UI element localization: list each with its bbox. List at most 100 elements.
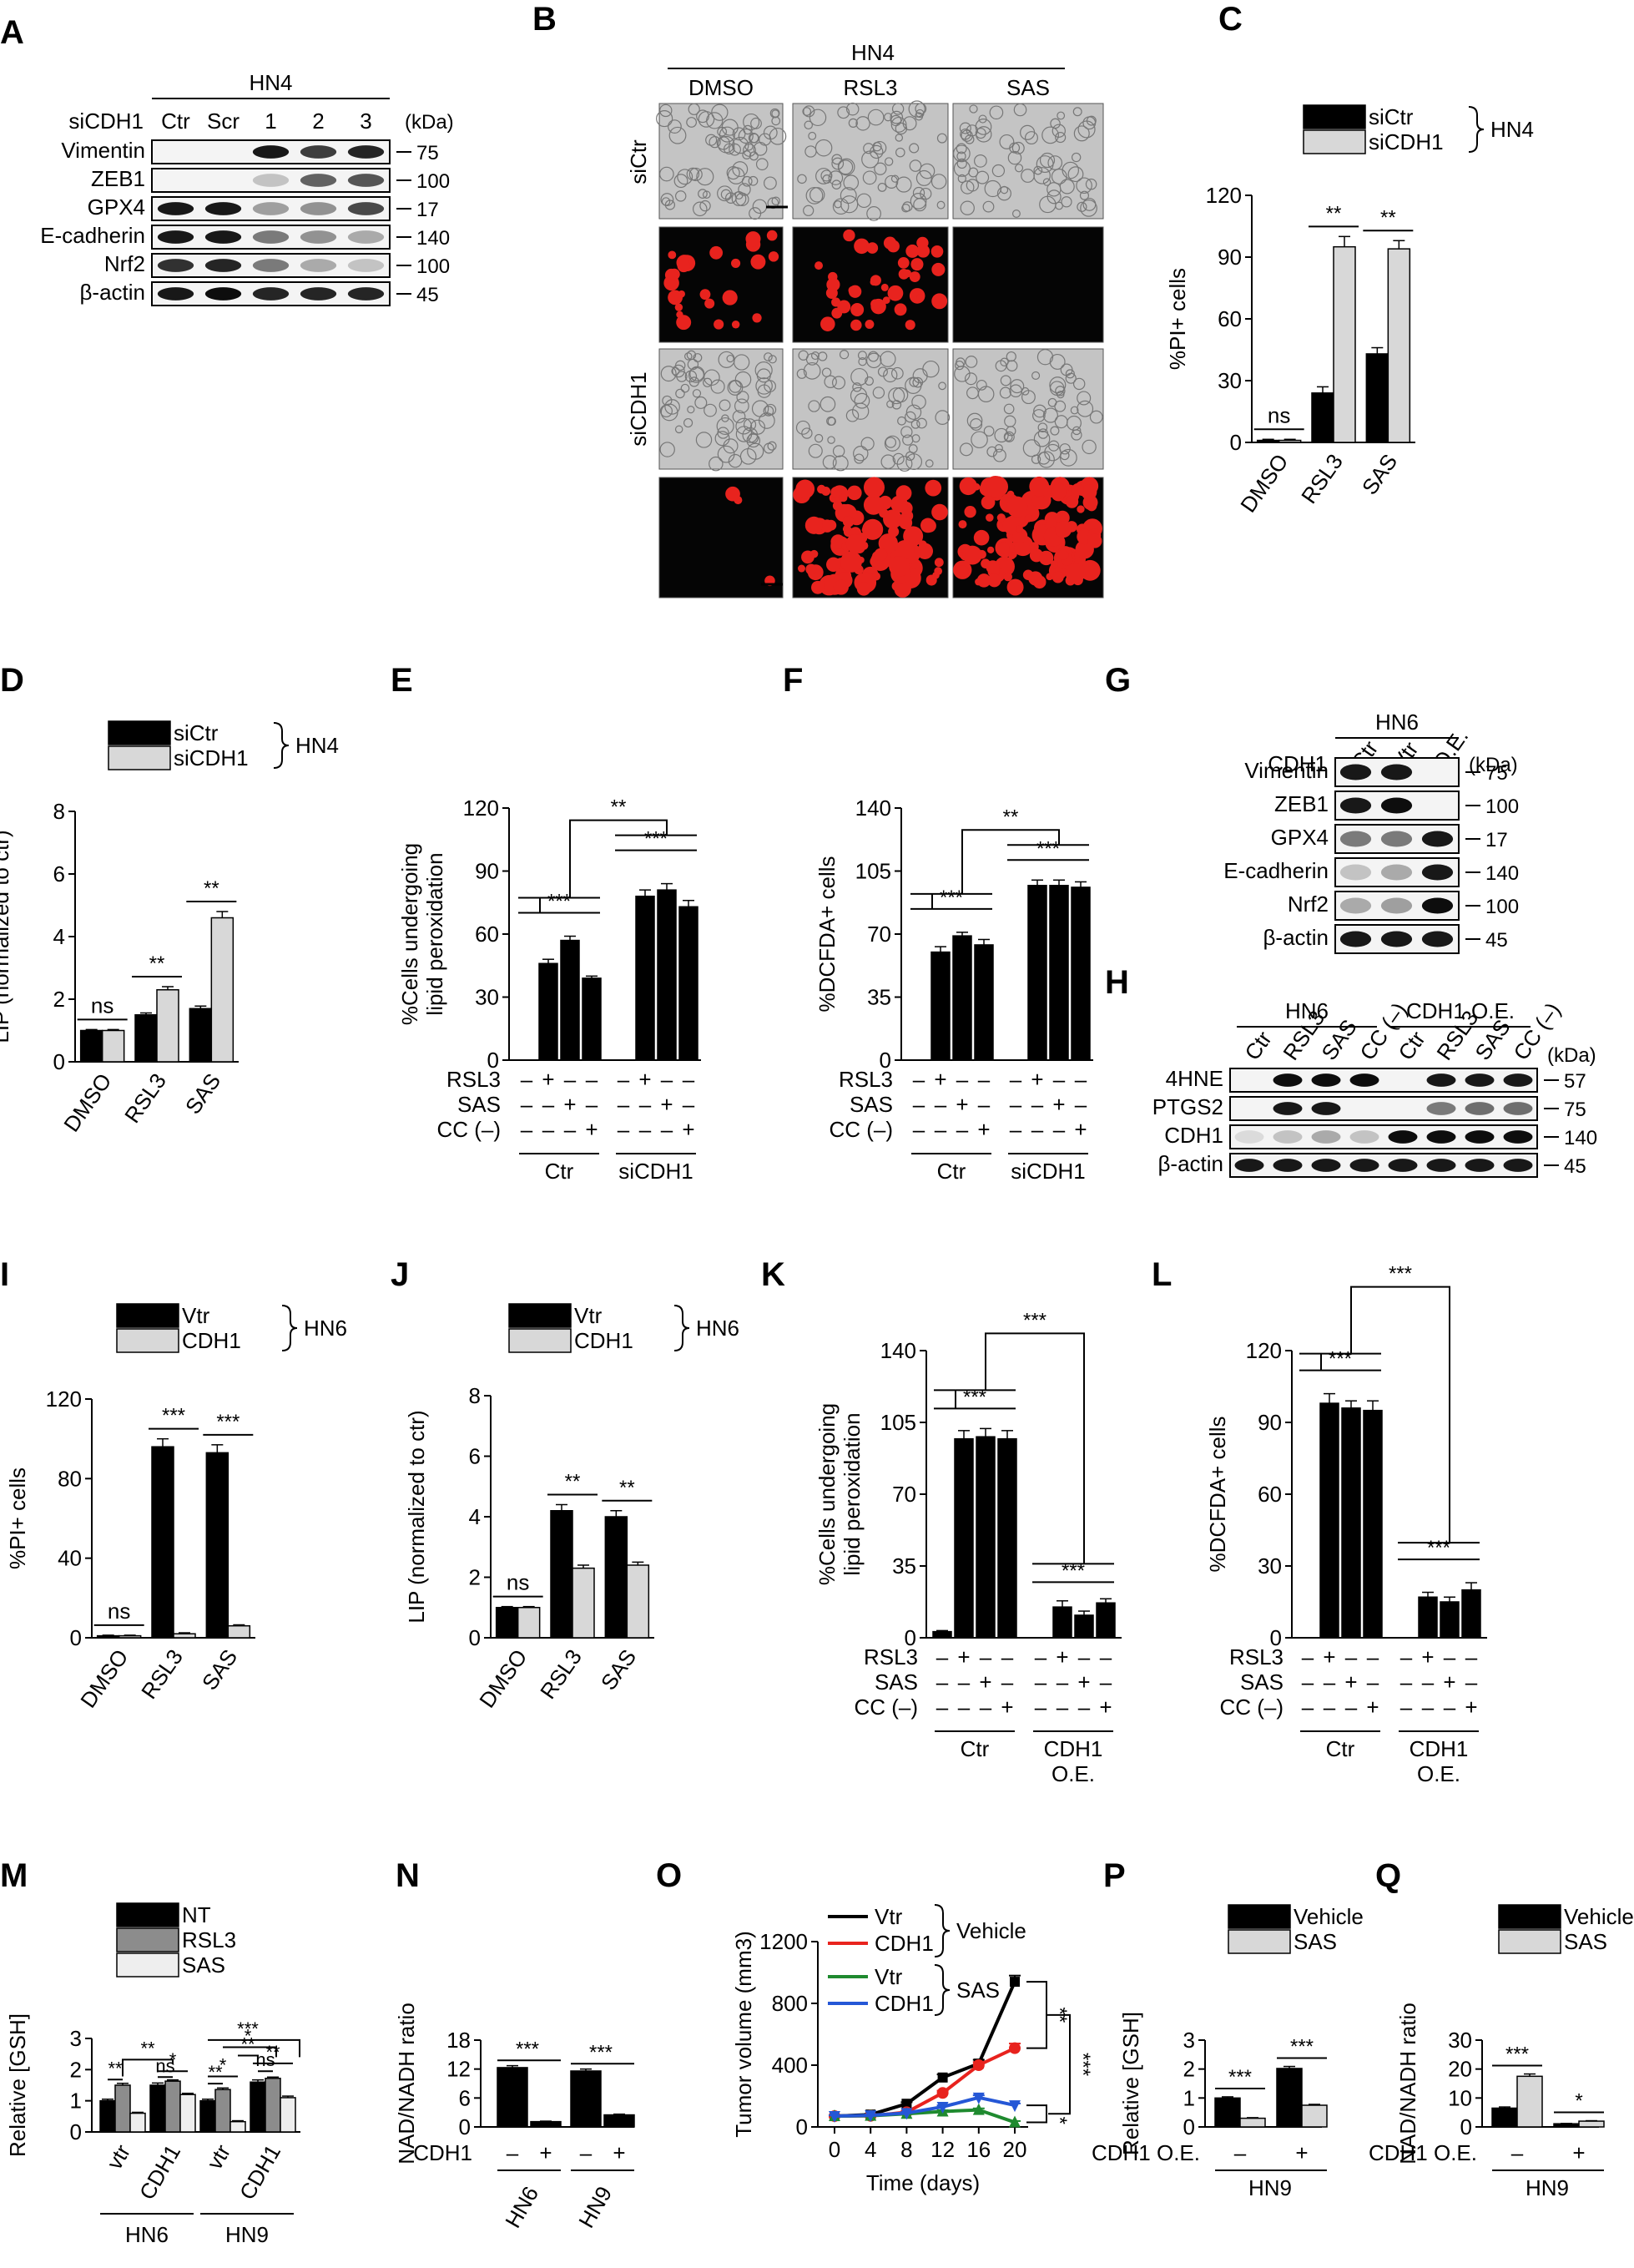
chart-l-condition-mark: + — [1465, 1695, 1477, 1720]
micro-b-cell-outline — [735, 417, 753, 435]
chart-e-condition-mark: – — [542, 1092, 555, 1117]
micro-b-cell-outline — [831, 154, 843, 165]
micro-b-cell-outline — [727, 167, 745, 184]
micro-b-cell-outline — [989, 105, 1004, 120]
chart-c-y-axis-label: %PI+ cells — [1165, 268, 1190, 370]
micro-b-pi-stained-cell — [899, 516, 913, 530]
micro-b-cell-outline — [1059, 179, 1075, 194]
chart-l-condition-mark: – — [1302, 1669, 1314, 1695]
micro-b-cell-outline — [900, 426, 913, 438]
micro-b-cell-outline — [935, 410, 951, 426]
chart-f-y-tick-label: 70 — [867, 922, 891, 947]
chart-l-y-tick-label: 30 — [1258, 1553, 1282, 1579]
micro-b-pi-stained-cell — [883, 236, 897, 250]
chart-f-bar — [1027, 885, 1047, 1061]
micro-b-cell-outline — [767, 197, 779, 210]
micro-b-pi-stained-cell — [1052, 571, 1064, 583]
blot-g-band — [1421, 831, 1454, 847]
micro-b-pi-stained-cell — [865, 320, 875, 329]
blot-a-protein-label: ZEB1 — [91, 166, 145, 191]
chart-c-bar — [1365, 353, 1389, 443]
blot-h-band — [1465, 1130, 1495, 1144]
panel-letter-o: O — [656, 1857, 682, 1894]
blot-a-band — [347, 174, 385, 187]
chart-e-condition-mark: – — [661, 1067, 673, 1092]
blot-h-band — [1311, 1073, 1341, 1087]
chart-e-sig-label: *** — [644, 828, 668, 851]
micro-b-cell-outline — [699, 200, 711, 212]
micro-b-cell-outline — [692, 389, 702, 398]
micro-b-pi-stained-cell — [677, 259, 690, 273]
chart-j-y-axis-label: LIP (normalized to ctr) — [404, 1410, 429, 1623]
micro-b-pi-stained-cell — [879, 508, 889, 518]
chart-m-bar — [280, 2097, 296, 2133]
chart-l-condition-mark: + — [1421, 1644, 1434, 1669]
micro-b-cell-outline — [965, 356, 978, 368]
micro-b-cell-outline — [1041, 126, 1059, 144]
blot-a-cell-label: HN4 — [249, 70, 292, 95]
chart-f-condition-mark: – — [1075, 1067, 1087, 1092]
micro-b-cell-outline — [1077, 391, 1092, 406]
blot-h-kda-label: 140 — [1564, 1127, 1597, 1149]
micro-b-cell-outline — [764, 176, 777, 190]
blot-a-lane-label: 3 — [360, 109, 371, 134]
micro-b-cell-outline — [1033, 430, 1051, 447]
micro-b-pi-stained-cell — [1006, 496, 1028, 518]
micro-b-cell-outline — [797, 174, 807, 184]
micro-b-cell-outline — [822, 455, 837, 470]
panel-letter-c: C — [1218, 1, 1243, 38]
chart-k-condition-mark: + — [1001, 1695, 1013, 1720]
micro-b-cell-outline — [734, 371, 752, 388]
chart-f-bar — [1071, 886, 1091, 1061]
micro-b-cell-outline — [1042, 407, 1058, 423]
micro-b-cell-outline — [1060, 363, 1073, 376]
blot-a-band — [300, 174, 337, 187]
micro-b-cell-outline — [680, 383, 690, 393]
micro-b-cell-outline — [961, 180, 975, 194]
chart-l-y-tick-label: 0 — [1270, 1625, 1282, 1650]
micro-b-pi-stained-cell — [959, 477, 977, 496]
micro-b-pi-stained-cell — [878, 533, 898, 553]
micro-b-cell-outline — [999, 386, 1011, 399]
micro-b-cell-outline — [817, 351, 828, 361]
chart-p-bar — [1276, 2068, 1303, 2128]
micro-b-pi-stained-cell — [897, 256, 910, 269]
micro-b-cell-outline — [1013, 103, 1027, 117]
chart-j-y-tick-label: 0 — [469, 1625, 481, 1650]
chart-m-sig-label: * — [245, 2025, 252, 2046]
panel-letter-l: L — [1152, 1256, 1172, 1293]
micro-b-pi-stained-cell — [1052, 483, 1067, 499]
micro-b-cell-outline — [802, 107, 812, 116]
micro-b-cell-outline — [845, 409, 860, 422]
chart-i-y-tick-label: 120 — [46, 1387, 82, 1412]
chart-l-condition-mark: + — [1344, 1669, 1357, 1695]
chart-m-sig-label: ** — [108, 2058, 123, 2079]
chart-j-bar — [550, 1510, 573, 1639]
micro-b-pi-stained-cell — [1055, 510, 1070, 525]
chart-i-sig-label: *** — [216, 1411, 240, 1433]
chart-f-bar — [930, 951, 951, 1061]
micro-b-cell-outline — [1079, 190, 1090, 200]
chart-l-condition-mark: – — [1367, 1644, 1379, 1669]
micro-b-cell-outline — [798, 350, 809, 361]
chart-o-point — [1009, 2115, 1021, 2128]
chart-k-sig-label: *** — [1062, 1559, 1085, 1582]
micro-b-pi-stained-cell — [895, 485, 912, 502]
micro-b-cell-outline — [994, 427, 1009, 443]
micro-b-pi-stained-cell — [964, 505, 976, 518]
micro-b-cell-outline — [735, 426, 753, 442]
chart-l-condition-mark: – — [1400, 1669, 1413, 1695]
micro-b-cell-outline — [1072, 107, 1082, 117]
micro-b-cell-outline — [1080, 200, 1097, 217]
chart-m-bar — [229, 2120, 246, 2133]
chart-e-condition-label: SAS — [457, 1092, 501, 1117]
micro-b-pi-stained-cell — [870, 299, 880, 310]
chart-e-condition-mark: – — [564, 1117, 577, 1142]
micro-b-cell-outline — [832, 445, 845, 457]
micro-b-cell-outline — [872, 386, 885, 399]
micro-b-pi-stained-cell — [837, 300, 851, 314]
chart-m-bar — [250, 2081, 266, 2133]
micro-b-pi-stained-cell — [889, 556, 910, 578]
micro-b-cell-outline — [919, 163, 936, 179]
